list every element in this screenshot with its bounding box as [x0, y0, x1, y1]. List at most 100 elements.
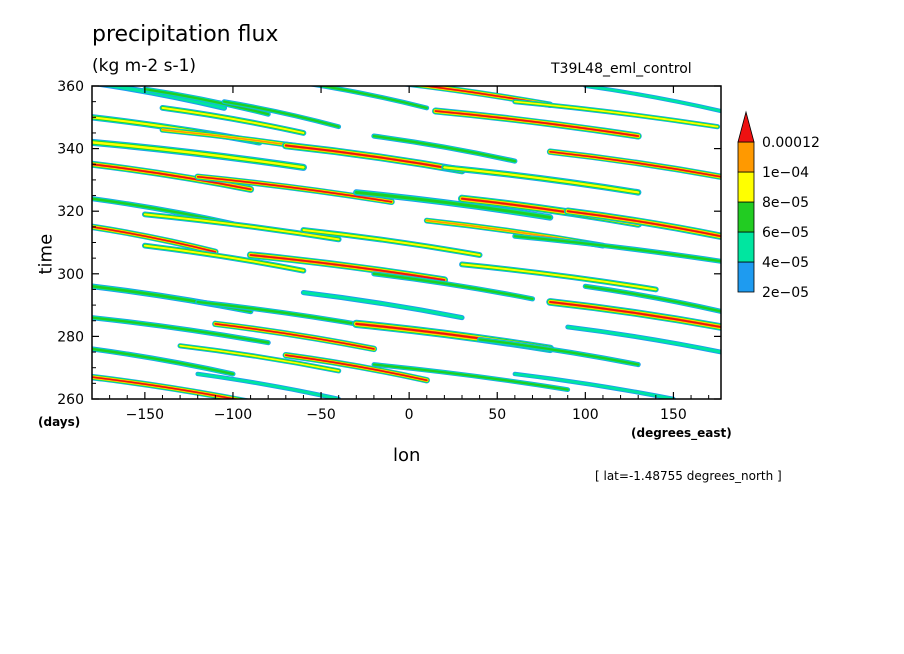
contour-field	[92, 86, 721, 399]
precip-band	[300, 290, 465, 321]
precip-band	[371, 271, 536, 302]
y-tick-label: 360	[57, 79, 84, 95]
precip-band-level	[92, 226, 217, 253]
precip-band	[92, 315, 271, 346]
precip-band	[441, 164, 642, 196]
precip-band	[546, 148, 721, 180]
x-tick-label: −150	[126, 407, 164, 423]
precip-band	[371, 133, 518, 164]
precip-band-level	[566, 325, 721, 354]
precip-band-level	[143, 87, 270, 116]
y-tick-label: 280	[57, 329, 84, 345]
colorbar-segment	[737, 141, 755, 173]
x-axis-ticks: −150 −100 −50 0 50 100 150	[109, 86, 710, 423]
x-tick-label: 150	[660, 407, 687, 423]
precip-band-level	[513, 372, 675, 399]
y-axis-units: (days)	[38, 415, 81, 429]
precip-band-level	[143, 244, 305, 272]
precip-band-level	[249, 254, 446, 281]
colorbar-segment	[737, 171, 755, 203]
precip-band-level	[161, 106, 305, 134]
y-axis-ticks: 260 280 300 320 340 360	[57, 79, 721, 408]
run-label: T39L48_eml_control	[551, 61, 692, 77]
precip-band-level	[461, 263, 657, 291]
precip-band-level	[284, 144, 463, 172]
colorbar-segment	[737, 201, 755, 233]
precip-band	[212, 320, 378, 353]
precip-band	[477, 336, 641, 368]
precip-band	[92, 346, 236, 377]
precip-band	[371, 362, 571, 393]
precip-band	[564, 207, 721, 240]
y-tick-label: 300	[57, 267, 84, 283]
precip-band-level	[285, 354, 428, 381]
precip-band-level	[372, 272, 534, 300]
precip-band-level	[549, 150, 721, 178]
precip-band-level	[513, 100, 719, 128]
precip-band	[92, 223, 219, 256]
precip-band-level	[92, 163, 252, 191]
precip-band-level	[92, 316, 270, 344]
precip-band	[307, 86, 430, 111]
x-axis-units: (degrees_east)	[631, 426, 732, 440]
chart-units: (kg m-2 s-1)	[92, 56, 197, 76]
precip-band-level	[302, 228, 481, 257]
precip-band-level	[566, 210, 721, 238]
y-tick-label: 260	[57, 392, 84, 408]
precip-band	[177, 343, 342, 374]
precip-band	[546, 298, 721, 331]
precip-band-level	[443, 166, 640, 194]
y-tick-label: 320	[57, 204, 84, 220]
precip-band	[300, 227, 483, 258]
precip-band	[512, 233, 721, 264]
precip-band-level	[372, 134, 516, 163]
precip-band	[159, 105, 307, 136]
precip-band-level	[513, 235, 721, 263]
latitude-note: [ lat=-1.48755 degrees_north ]	[595, 469, 782, 483]
precip-band	[141, 211, 342, 243]
precip-band	[432, 107, 642, 140]
chart-title: precipitation flux	[92, 22, 279, 47]
colorbar-segment	[737, 231, 755, 263]
precip-band	[195, 371, 341, 399]
precip-band	[93, 86, 228, 111]
precip-band-level	[434, 110, 640, 137]
precip-band-level	[316, 86, 428, 109]
precip-band-level	[584, 86, 721, 113]
precip-band-level	[92, 347, 235, 376]
precip-band	[246, 251, 449, 284]
y-tick-label: 340	[57, 142, 84, 158]
precip-band	[194, 173, 395, 206]
x-axis-label: lon	[393, 445, 421, 466]
precip-band-level	[223, 100, 340, 128]
precip-band-level	[301, 291, 464, 320]
colorbar-segment	[737, 261, 755, 293]
precip-band	[459, 261, 659, 293]
x-tick-label: 100	[572, 407, 599, 423]
precip-band	[512, 371, 676, 399]
precip-band-level	[179, 344, 340, 372]
x-tick-label: −100	[214, 407, 252, 423]
precip-band-level	[354, 191, 552, 219]
colorbar-arrow	[737, 110, 755, 143]
colorbar-label: 2e−05	[762, 285, 809, 301]
x-tick-label: −50	[306, 407, 336, 423]
precip-band-level	[92, 141, 305, 169]
colorbar-label: 8e−05	[762, 195, 809, 211]
x-tick-label: 0	[405, 407, 414, 423]
colorbar-label: 0.00012	[762, 135, 820, 151]
colorbar-label: 1e−04	[762, 165, 809, 181]
precip-band	[583, 86, 721, 114]
precip-band	[353, 189, 554, 221]
colorbar: 2e−05 4e−05 6e−05 8e−05 1e−04 0.00012	[737, 110, 820, 301]
precip-band	[565, 324, 721, 355]
precip-band-level	[372, 363, 569, 391]
x-tick-label: 50	[488, 407, 506, 423]
precip-band-level	[478, 338, 640, 366]
precip-band-level	[196, 175, 393, 203]
precip-band	[142, 86, 271, 117]
y-axis-label: time	[35, 233, 57, 275]
precip-band	[512, 99, 721, 130]
precip-band	[282, 351, 430, 384]
